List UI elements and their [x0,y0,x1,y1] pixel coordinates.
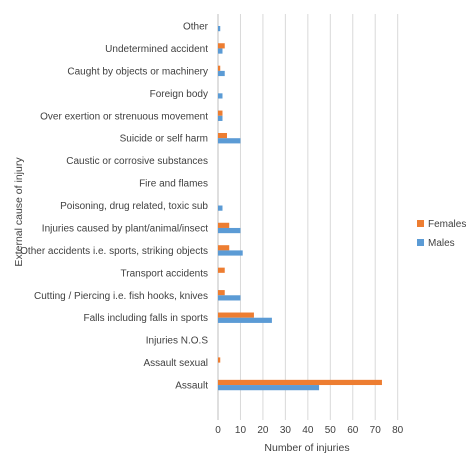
bar-females [218,312,254,318]
bar-males [218,48,223,54]
legend-swatch-females [417,220,424,227]
category-label: Falls including falls in sports [84,313,209,324]
x-tick-label: 50 [325,425,337,436]
x-tick-label: 40 [302,425,314,436]
category-label: Fire and flames [139,179,208,190]
x-axis-label: Number of injuries [264,442,349,454]
bar-males [218,295,241,301]
category-label: Assault [175,381,208,392]
category-label: Caustic or corrosive substances [66,156,208,167]
bar-females [218,379,382,386]
bar-males [218,317,272,323]
category-label: Transport accidents [121,268,208,279]
bar-males [218,205,223,211]
bar-females [218,133,227,139]
category-label: Injuries caused by plant/animal/insect [42,223,208,234]
category-label: Caught by objects or machinery [67,66,208,77]
category-label: Foreign body [150,89,208,100]
category-label: Other [183,22,209,33]
category-label: Over exertion or strenuous movement [40,111,208,122]
x-tick-label: 30 [280,425,292,436]
x-tick-label: 60 [347,425,359,436]
category-labels: Other Undetermined accident Caught by obje… [20,22,209,392]
bar-females [218,267,225,273]
bar-males [218,385,320,391]
x-tick-label: 10 [235,425,247,436]
bar-males [218,227,241,234]
x-tick-label: 0 [215,425,221,436]
bar-females [218,245,230,251]
x-tick-label: 70 [370,425,382,436]
bar-females [218,65,221,71]
x-tick-label: 20 [257,425,269,436]
bar-females [218,222,230,228]
y-axis-label: External cause of injury [13,157,25,267]
x-tick-label: 80 [392,425,404,436]
legend: Females Males [417,219,466,249]
category-label: Undetermined accident [105,44,208,55]
legend-label-females: Females [428,219,466,230]
x-tick-labels: 0 10 20 30 40 50 60 70 80 [215,425,403,436]
category-label: Cutting / Piercing i.e. fish hooks, kniv… [34,291,208,302]
bar-females [218,43,225,49]
category-label: Suicide or self harm [120,134,208,145]
bar-males [218,138,241,144]
bars [218,26,382,391]
bar-males [218,115,223,121]
bar-males [218,26,221,32]
bar-females [218,110,223,116]
legend-label-males: Males [428,238,455,249]
category-label: Other accidents i.e. sports, striking ob… [20,246,208,257]
bar-males [218,93,223,99]
category-label: Poisoning, drug related, toxic sub [60,201,208,212]
bar-females [218,357,221,363]
gridlines [217,14,399,420]
legend-swatch-males [417,239,424,246]
bar-females [218,290,225,296]
bar-males [218,70,225,77]
bar-males [218,250,243,256]
category-label: Assault sexual [144,358,208,369]
category-label: Injuries N.O.S [146,336,209,347]
